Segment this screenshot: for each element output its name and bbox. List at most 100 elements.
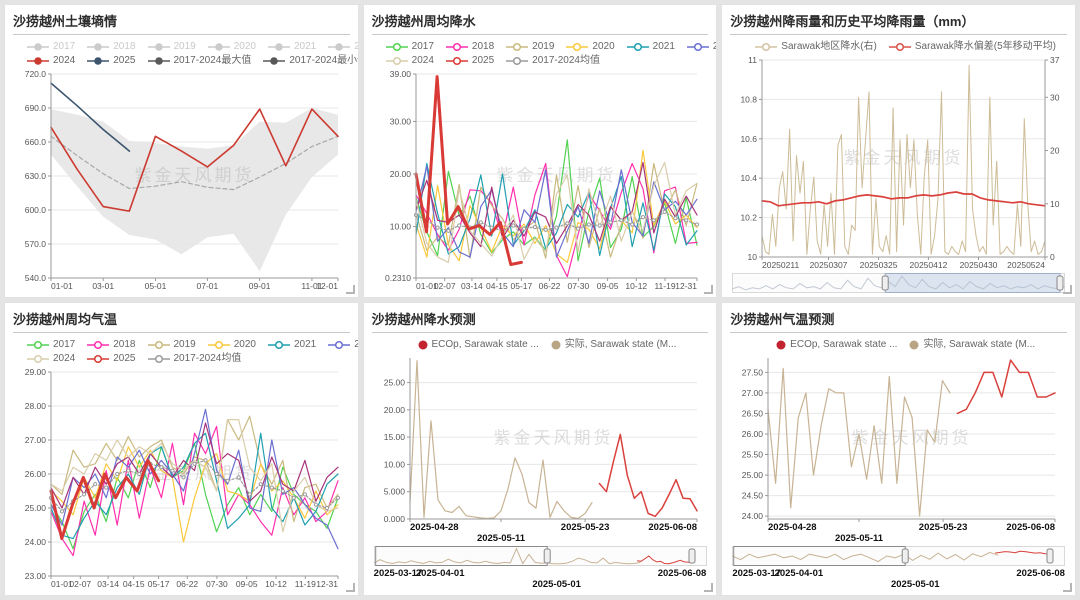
legend-label: 2025 xyxy=(113,55,136,66)
legend-item[interactable]: 2018 xyxy=(87,338,136,352)
legend-ring-icon xyxy=(87,354,110,364)
legend-ring-icon xyxy=(445,56,468,66)
legend-item[interactable]: 2020 xyxy=(207,40,256,54)
slider-date-label: 2025-06-08 xyxy=(1016,568,1065,579)
svg-text:25.50: 25.50 xyxy=(742,450,764,460)
svg-text:06-22: 06-22 xyxy=(176,579,198,589)
chart-legend: Sarawak地区降水(右) Sarawak降水偏差(5年移动平均) xyxy=(730,38,1067,54)
slider-date-label: 2025-04-01 xyxy=(774,568,824,579)
chart-plot-weekly-precipitation: 紫金天风期货 39.00 30.00 20.00 10.00 0.2310 01-01 02-… xyxy=(372,68,709,293)
slider-date-label: 2025-05-01 xyxy=(890,579,940,590)
data-zoom-slider[interactable] xyxy=(732,273,1066,293)
legend-item[interactable]: 2024 xyxy=(385,54,434,68)
svg-text:10-12: 10-12 xyxy=(625,281,647,291)
svg-text:07-01: 07-01 xyxy=(197,281,219,291)
legend-item[interactable]: ECOp, Sarawak state ... xyxy=(776,338,897,352)
resize-handle-icon[interactable] xyxy=(704,285,714,294)
legend-label: 2021 xyxy=(652,41,675,52)
svg-text:03-01: 03-01 xyxy=(92,281,114,291)
legend-item[interactable]: 2017-2024最大值 xyxy=(147,54,252,68)
legend-label: 2021 xyxy=(294,41,317,52)
legend-item[interactable]: 2021 xyxy=(268,338,316,352)
svg-text:2025-04-28: 2025-04-28 xyxy=(768,522,817,533)
chart-legend: 2017201820192020202120222023202420252017… xyxy=(13,336,358,366)
resize-handle-icon[interactable] xyxy=(345,583,355,592)
legend-ring-icon xyxy=(888,42,911,52)
legend-item[interactable]: 2017 xyxy=(27,338,75,352)
legend-item[interactable]: 2021 xyxy=(626,40,675,54)
resize-handle-icon[interactable] xyxy=(1062,583,1072,592)
legend-ring-icon xyxy=(27,354,49,364)
legend-item[interactable]: 2021 xyxy=(268,40,316,54)
legend-label: 2025 xyxy=(471,55,495,66)
slider-handle xyxy=(882,275,890,291)
svg-text:10.00: 10.00 xyxy=(383,459,405,469)
svg-text:10.6: 10.6 xyxy=(741,134,758,144)
legend-item[interactable]: 2017 xyxy=(385,40,434,54)
legend-label: 2017-2024最大值 xyxy=(173,55,252,66)
legend-item[interactable]: Sarawak地区降水(右) xyxy=(755,40,877,54)
svg-text:25.00: 25.00 xyxy=(742,470,764,480)
chart-legend: 2017201820192020202120222023202420252017… xyxy=(372,38,716,68)
legend-item[interactable]: 2022 xyxy=(328,338,358,352)
chart-plot-rainfall-history: 紫金天风期货 11 10.8 10.6 10.4 10.2 10 37 30 20 10 0 20250… xyxy=(730,54,1067,272)
svg-text:03-14: 03-14 xyxy=(461,281,483,291)
data-zoom-slider[interactable] xyxy=(373,546,707,566)
legend-dot-icon xyxy=(418,340,427,350)
legend-item[interactable]: 实际, Sarawak state (M... xyxy=(909,338,1035,352)
legend-item[interactable]: 2018 xyxy=(87,40,136,54)
svg-text:紫金天风期货: 紫金天风期货 xyxy=(852,429,972,448)
legend-item[interactable]: 2017 xyxy=(27,40,75,54)
svg-text:09-01: 09-01 xyxy=(249,281,271,291)
svg-text:2025-05-23: 2025-05-23 xyxy=(919,522,968,533)
svg-text:30.00: 30.00 xyxy=(389,116,411,126)
legend-line-dot-icon xyxy=(268,43,290,51)
legend-item[interactable]: 2024 xyxy=(27,352,75,366)
legend-item[interactable]: 2019 xyxy=(506,40,554,54)
svg-text:39.00: 39.00 xyxy=(389,69,411,79)
legend-ring-icon xyxy=(87,340,110,350)
resize-handle-icon[interactable] xyxy=(345,285,355,294)
legend-ring-icon xyxy=(328,340,351,350)
legend-item[interactable]: 2022 xyxy=(328,40,358,54)
svg-text:09-05: 09-05 xyxy=(596,281,618,291)
legend-ring-icon xyxy=(506,56,529,66)
svg-text:26.00: 26.00 xyxy=(25,469,47,479)
legend-ring-icon xyxy=(147,340,170,350)
legend-item[interactable]: 实际, Sarawak state (M... xyxy=(551,338,676,352)
legend-ring-icon xyxy=(686,42,709,52)
svg-text:03-14: 03-14 xyxy=(97,579,119,589)
legend-item[interactable]: 2025 xyxy=(87,352,136,366)
legend-ring-icon xyxy=(27,340,49,350)
legend-item[interactable]: ECOp, Sarawak state ... xyxy=(418,338,539,352)
slider-selected-window xyxy=(885,273,1061,293)
legend-item[interactable]: 2019 xyxy=(147,40,196,54)
legend-item[interactable]: Sarawak降水偏差(5年移动平均) xyxy=(888,40,1056,54)
svg-text:660.0: 660.0 xyxy=(25,137,47,147)
legend-label: 2019 xyxy=(532,41,555,52)
legend-item[interactable]: 2018 xyxy=(445,40,494,54)
svg-text:37: 37 xyxy=(1050,55,1060,65)
svg-text:10-12: 10-12 xyxy=(265,579,287,589)
legend-item[interactable]: 2017-2024均值 xyxy=(506,54,600,68)
svg-text:10.8: 10.8 xyxy=(741,94,758,104)
legend-item[interactable]: 2025 xyxy=(87,54,136,68)
chart-card-soil-moisture: 沙捞越州土壤墒情 2017201820192020202120222023202… xyxy=(4,4,359,298)
svg-text:05-17: 05-17 xyxy=(510,281,532,291)
svg-text:紫金天风期货: 紫金天风期货 xyxy=(844,149,964,168)
resize-handle-icon[interactable] xyxy=(1062,285,1072,294)
legend-item[interactable]: 2017-2024均值 xyxy=(147,352,241,366)
legend-item[interactable]: 2025 xyxy=(445,54,495,68)
legend-item[interactable]: 2019 xyxy=(147,338,196,352)
legend-label: 2021 xyxy=(294,339,317,350)
slider-date-label: 2025-06-08 xyxy=(657,568,707,579)
svg-text:01-01: 01-01 xyxy=(51,281,73,291)
legend-item[interactable]: 2017-2024最小值 xyxy=(263,54,358,68)
legend-item[interactable]: 2024 xyxy=(27,54,75,68)
legend-item[interactable]: 2020 xyxy=(207,338,256,352)
legend-item[interactable]: 2022 xyxy=(686,40,716,54)
legend-item[interactable]: 2020 xyxy=(566,40,615,54)
data-zoom-slider[interactable] xyxy=(732,546,1066,566)
svg-text:24.00: 24.00 xyxy=(25,537,47,547)
resize-handle-icon[interactable] xyxy=(704,583,714,592)
